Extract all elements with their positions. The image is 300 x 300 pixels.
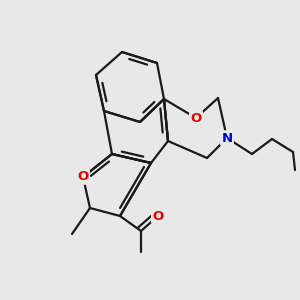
Text: O: O bbox=[152, 209, 164, 223]
Text: O: O bbox=[190, 112, 202, 124]
Text: O: O bbox=[77, 170, 88, 184]
Text: N: N bbox=[221, 131, 233, 145]
